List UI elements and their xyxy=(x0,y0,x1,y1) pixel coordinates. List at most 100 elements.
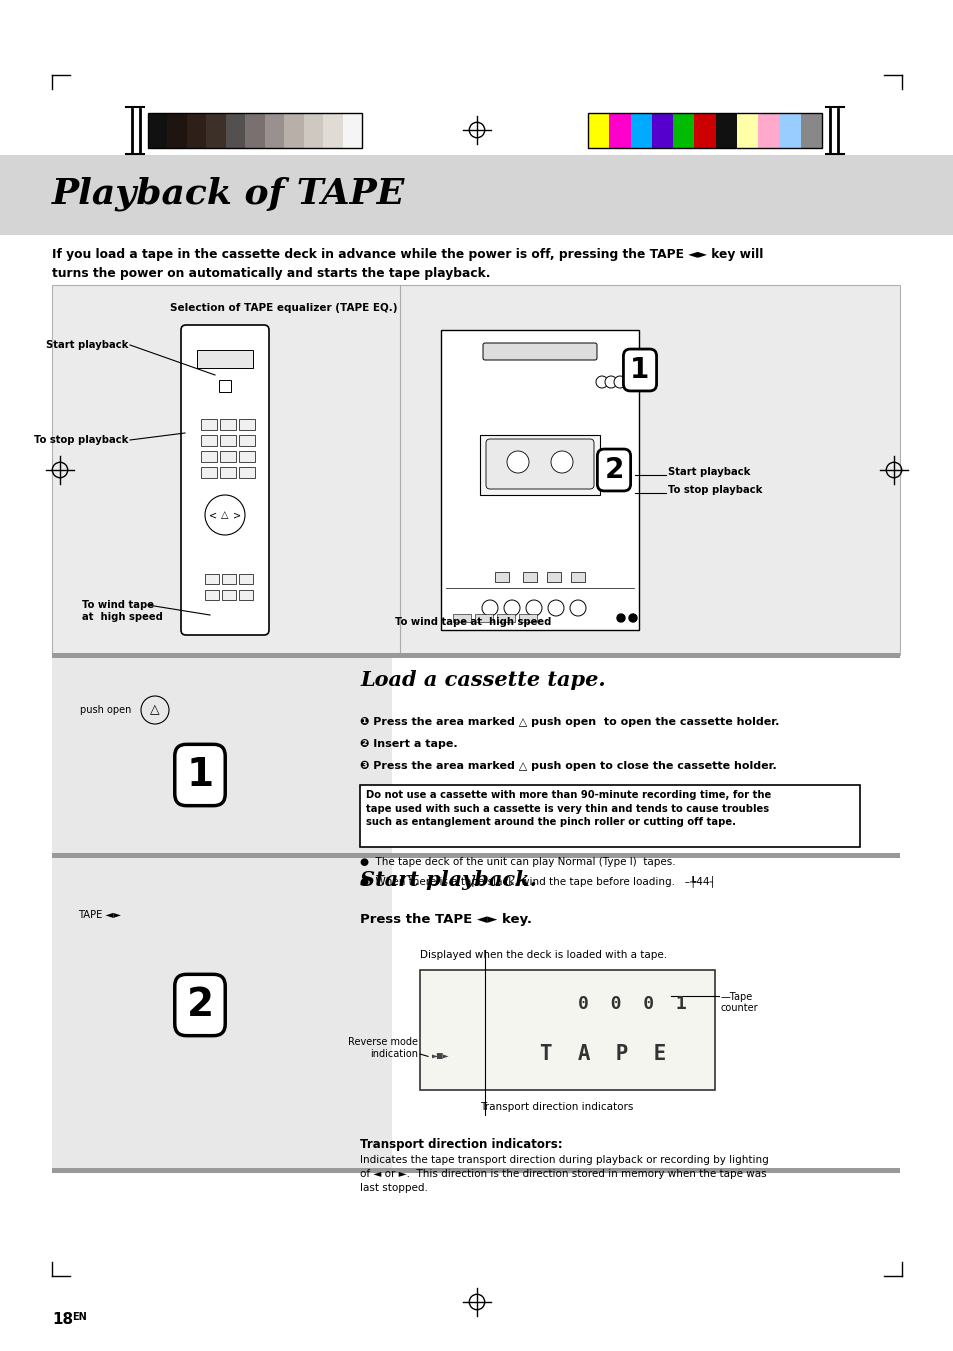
Bar xyxy=(52,1169,899,1173)
Bar xyxy=(201,419,216,430)
Bar xyxy=(201,451,216,462)
FancyBboxPatch shape xyxy=(485,439,594,489)
Bar xyxy=(630,113,651,149)
Bar xyxy=(201,467,216,478)
Circle shape xyxy=(617,613,624,621)
Text: ❶ Press the area marked △ push open  to open the cassette holder.: ❶ Press the area marked △ push open to o… xyxy=(359,717,779,727)
Bar xyxy=(205,590,219,600)
Bar xyxy=(52,855,392,1170)
Circle shape xyxy=(503,600,519,616)
Circle shape xyxy=(481,600,497,616)
Text: Do not use a cassette with more than 90-minute recording time, for the
tape used: Do not use a cassette with more than 90-… xyxy=(366,790,770,827)
Bar xyxy=(495,571,509,582)
Bar xyxy=(148,113,168,149)
Circle shape xyxy=(596,376,607,388)
Text: >: > xyxy=(233,509,241,520)
Text: Indicates the tape transport direction during playback or recording by lighting
: Indicates the tape transport direction d… xyxy=(359,1155,768,1193)
Text: TAPE ◄►: TAPE ◄► xyxy=(78,911,121,920)
Text: To stop playback: To stop playback xyxy=(667,485,761,494)
Text: <: < xyxy=(209,509,217,520)
Bar xyxy=(587,113,609,149)
Text: Start playback: Start playback xyxy=(667,467,750,477)
Bar xyxy=(479,435,599,494)
Bar xyxy=(148,113,361,149)
Text: Transport direction indicators:: Transport direction indicators: xyxy=(359,1138,562,1151)
Bar xyxy=(239,574,253,584)
Text: 2: 2 xyxy=(186,986,213,1024)
Text: Reverse mode
indication: Reverse mode indication xyxy=(348,1038,417,1059)
Circle shape xyxy=(628,613,637,621)
Bar xyxy=(453,613,471,621)
Bar xyxy=(205,574,219,584)
Bar xyxy=(475,613,493,621)
Bar xyxy=(222,590,235,600)
Bar xyxy=(284,113,303,149)
Bar xyxy=(52,655,392,855)
Text: Selection of TAPE equalizer (TAPE EQ.): Selection of TAPE equalizer (TAPE EQ.) xyxy=(170,303,397,313)
Bar xyxy=(694,113,715,149)
Bar xyxy=(187,113,206,149)
Circle shape xyxy=(551,451,573,473)
Circle shape xyxy=(547,600,563,616)
Bar xyxy=(800,113,821,149)
Text: △: △ xyxy=(221,509,229,520)
Text: ●  The tape deck of the unit can play Normal (Type Ⅰ)  tapes.: ● The tape deck of the unit can play Nor… xyxy=(359,857,675,867)
Bar xyxy=(0,155,953,235)
Bar xyxy=(239,467,254,478)
Bar xyxy=(222,574,235,584)
Text: Playback of TAPE: Playback of TAPE xyxy=(52,176,405,211)
Text: —Tape
counter: —Tape counter xyxy=(720,992,758,1013)
FancyBboxPatch shape xyxy=(181,326,269,635)
Text: △: △ xyxy=(150,704,160,716)
Text: Start playback.: Start playback. xyxy=(359,870,537,890)
Bar xyxy=(220,435,235,446)
Circle shape xyxy=(569,600,585,616)
Bar xyxy=(323,113,342,149)
Circle shape xyxy=(205,494,245,535)
Bar xyxy=(226,113,245,149)
Bar xyxy=(758,113,779,149)
Text: T  A  P  E: T A P E xyxy=(539,1044,665,1065)
Text: 1: 1 xyxy=(186,757,213,794)
Bar xyxy=(196,350,253,367)
Circle shape xyxy=(614,376,625,388)
Bar xyxy=(303,113,323,149)
Text: Load a cassette tape.: Load a cassette tape. xyxy=(359,670,605,690)
Bar xyxy=(52,1169,899,1173)
Bar xyxy=(736,113,758,149)
Bar xyxy=(342,113,361,149)
Bar xyxy=(522,571,537,582)
FancyBboxPatch shape xyxy=(482,343,597,359)
Bar xyxy=(52,653,899,658)
Text: 1: 1 xyxy=(630,357,649,384)
Bar xyxy=(201,435,216,446)
Bar xyxy=(239,419,254,430)
Text: 0  0  0  1: 0 0 0 1 xyxy=(578,994,686,1013)
Bar xyxy=(239,590,253,600)
Text: To wind tape
at  high speed: To wind tape at high speed xyxy=(82,600,163,621)
Bar xyxy=(359,785,859,847)
Bar xyxy=(546,571,560,582)
Text: ●  When there is a tape slack, wind the tape before loading.   –╄44┤: ● When there is a tape slack, wind the t… xyxy=(359,875,715,886)
Circle shape xyxy=(525,600,541,616)
Text: EN: EN xyxy=(71,1312,87,1323)
Text: 18: 18 xyxy=(52,1313,73,1328)
Bar xyxy=(419,970,714,1090)
Bar xyxy=(518,613,537,621)
Bar xyxy=(206,113,226,149)
Bar xyxy=(239,435,254,446)
Bar xyxy=(673,113,694,149)
Bar xyxy=(587,113,821,149)
Text: To stop playback: To stop playback xyxy=(33,435,128,444)
Bar xyxy=(264,113,284,149)
Bar xyxy=(609,113,630,149)
Bar xyxy=(220,467,235,478)
Bar xyxy=(168,113,187,149)
Bar xyxy=(52,285,899,655)
Bar xyxy=(440,330,639,630)
Text: Transport direction indicators: Transport direction indicators xyxy=(479,1102,633,1112)
Bar xyxy=(239,451,254,462)
Bar xyxy=(245,113,264,149)
Bar xyxy=(220,451,235,462)
Bar xyxy=(219,380,231,392)
